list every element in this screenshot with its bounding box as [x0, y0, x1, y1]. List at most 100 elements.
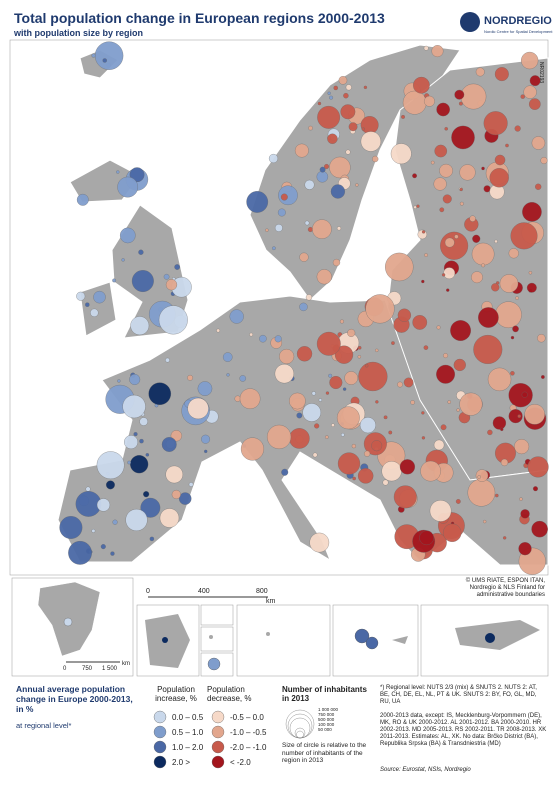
region-circle	[343, 92, 349, 99]
region-circle	[351, 443, 356, 449]
region-circle	[138, 249, 144, 255]
region-circle	[336, 226, 342, 231]
region-circle	[337, 452, 361, 475]
region-circle	[348, 122, 358, 132]
region-circle	[357, 355, 362, 359]
inset-land	[266, 632, 270, 636]
region-circle	[456, 408, 460, 412]
region-circle	[440, 231, 469, 260]
region-circle	[381, 461, 402, 482]
scale-label: 1 500	[102, 666, 118, 672]
region-circle	[265, 228, 269, 232]
region-circle	[85, 486, 91, 492]
region-circle	[423, 45, 429, 51]
region-circle	[499, 274, 519, 293]
region-circle	[272, 246, 276, 251]
region-circle	[514, 125, 521, 132]
legend-swatch	[153, 725, 167, 739]
region-circle	[259, 334, 267, 343]
region-circle	[458, 101, 463, 106]
region-circle	[510, 371, 515, 376]
region-circle	[201, 434, 211, 444]
region-circle	[333, 85, 338, 91]
region-circle	[106, 480, 115, 490]
region-circle	[345, 149, 351, 155]
region-circle	[391, 341, 395, 345]
region-circle	[460, 83, 487, 110]
region-circle	[162, 637, 168, 643]
region-circle	[487, 429, 493, 436]
region-circle	[510, 335, 515, 340]
region-circle	[450, 320, 471, 341]
region-circle	[274, 224, 283, 232]
scale-label: 800	[256, 588, 268, 595]
region-circle	[531, 136, 546, 150]
region-circle	[331, 423, 335, 427]
region-circle	[531, 520, 548, 538]
region-circle	[319, 166, 326, 173]
region-circle	[222, 352, 233, 362]
region-circle	[443, 267, 456, 280]
region-circle	[281, 468, 289, 476]
region-circle	[94, 41, 124, 70]
region-circle	[304, 220, 310, 226]
region-circle	[475, 67, 485, 77]
legend-label: 0.0 – 0.5	[172, 713, 204, 722]
region-circle	[112, 519, 118, 525]
region-circle	[317, 101, 322, 106]
source: Source: Eurostat, NSIs, Nordregio	[380, 767, 471, 773]
region-circle	[340, 433, 345, 437]
region-circle	[495, 493, 499, 498]
land	[79, 281, 117, 337]
region-circle	[188, 482, 194, 487]
region-circle	[354, 628, 370, 644]
region-circle	[112, 278, 117, 283]
region-circle	[149, 536, 155, 542]
inset-land	[392, 636, 408, 644]
region-circle	[469, 215, 476, 222]
size-circle	[294, 727, 306, 739]
region-circle	[178, 492, 192, 505]
region-circle	[340, 104, 356, 120]
region-circle	[360, 116, 379, 134]
region-circle	[454, 234, 459, 239]
region-circle	[385, 252, 414, 282]
region-circle	[459, 164, 476, 181]
region-circle	[357, 346, 362, 350]
region-circle	[174, 264, 180, 270]
region-circle	[93, 290, 106, 304]
region-circle	[443, 523, 462, 542]
region-circle	[296, 346, 313, 362]
region-circle	[76, 291, 86, 301]
size-label: 750 000	[318, 712, 335, 717]
region-circle	[102, 58, 107, 63]
region-circle	[421, 411, 425, 415]
region-circle	[494, 154, 506, 166]
region-circle	[329, 156, 351, 179]
region-circle	[289, 428, 310, 449]
region-circle	[361, 127, 365, 131]
region-circle	[240, 437, 264, 461]
region-circle	[500, 427, 504, 431]
region-circle	[471, 271, 483, 284]
region-circle	[226, 373, 230, 377]
region-circle	[133, 432, 138, 437]
region-circle	[140, 497, 161, 518]
region-circle	[327, 91, 331, 95]
size-circle	[287, 713, 313, 739]
region-circle	[424, 253, 428, 257]
region-circle	[347, 328, 356, 337]
region-circle	[518, 542, 532, 556]
region-circle	[187, 374, 193, 381]
region-circle	[336, 406, 360, 430]
region-circle	[491, 283, 500, 292]
region-circle	[529, 75, 541, 87]
region-circle	[524, 404, 545, 425]
region-circle	[277, 208, 286, 217]
region-circle	[453, 358, 466, 372]
region-circle	[332, 258, 341, 267]
region-circle	[431, 45, 444, 58]
region-circle	[434, 144, 448, 158]
region-circle	[90, 308, 99, 317]
